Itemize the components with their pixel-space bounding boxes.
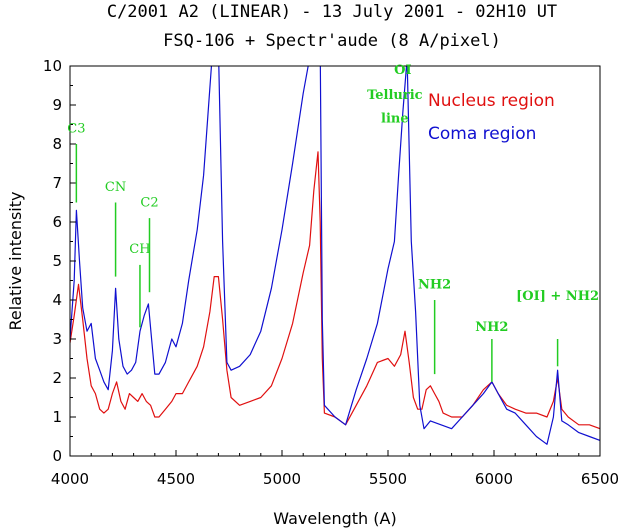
y-tick-label: 7 <box>52 174 62 192</box>
telluric-label-oi: OI <box>394 63 411 78</box>
y-axis-label: Relative intensity <box>6 192 25 331</box>
y-tick-label: 9 <box>52 96 62 114</box>
y-tick-label: 0 <box>52 447 62 465</box>
y-tick-label: 4 <box>52 291 62 309</box>
x-axis: 4000 4500 5000 5500 6000 6500 <box>51 450 619 488</box>
y-tick-label: 6 <box>52 213 62 231</box>
y-tick-label: 2 <box>52 369 62 387</box>
x-tick-label: 5000 <box>263 470 301 488</box>
x-tick-label: 4500 <box>157 470 195 488</box>
legend-nucleus: Nucleus region <box>428 91 555 111</box>
annotation-label: CN <box>105 180 126 195</box>
annotation-label: C2 <box>140 195 158 210</box>
series-line-coma <box>70 66 600 445</box>
annotation-label: C3 <box>67 121 85 136</box>
legend-coma: Coma region <box>428 124 536 144</box>
annotation-label: NH2 <box>475 320 508 335</box>
x-tick-label: 4000 <box>51 470 89 488</box>
y-tick-label: 8 <box>52 135 62 153</box>
telluric-label-telluric: Telluric <box>367 88 423 103</box>
x-tick-label: 6500 <box>581 470 619 488</box>
y-tick-label: 1 <box>52 408 62 426</box>
telluric-label-line: line <box>381 112 409 127</box>
series-layer <box>70 66 600 445</box>
annotations: C3 CN CH C2 NH2 NH2 [OI] + NH2 OI Telluric line <box>67 63 599 382</box>
x-axis-label: Wavelength (A) <box>273 509 396 528</box>
chart-title: C/2001 A2 (LINEAR) - 13 July 2001 - 02H1… <box>107 2 557 22</box>
y-tick-label: 3 <box>52 330 62 348</box>
y-axis: 0 1 2 3 4 5 6 7 8 9 10 <box>43 57 76 465</box>
x-tick-label: 5500 <box>369 470 407 488</box>
annotation-label: CH <box>129 242 150 257</box>
y-tick-label: 10 <box>43 57 62 75</box>
annotation-label: NH2 <box>418 277 451 292</box>
x-tick-label: 6000 <box>475 470 513 488</box>
series-line-nucleus <box>70 151 600 430</box>
legend: Nucleus region Coma region <box>428 91 555 144</box>
annotation-label: [OI] + NH2 <box>516 289 599 304</box>
y-tick-label: 5 <box>52 252 62 270</box>
chart-subtitle: FSQ-106 + Spectr'aude (8 A/pixel) <box>163 31 501 51</box>
